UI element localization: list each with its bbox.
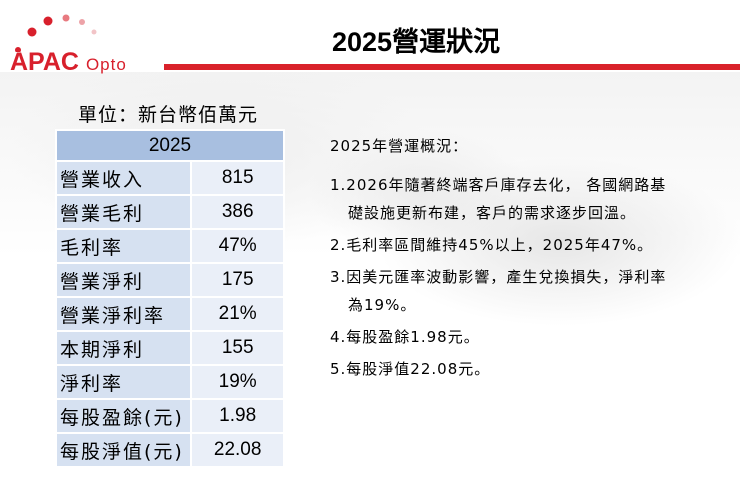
year-header: 2025 xyxy=(55,129,285,162)
row-label: 每股淨值(元) xyxy=(54,432,193,468)
logo-wordmark: APAC Opto xyxy=(10,48,127,77)
table-header-row: 2025 xyxy=(55,129,285,162)
table-row: 毛利率 47% xyxy=(54,228,285,264)
row-value: 1.98 xyxy=(190,398,285,434)
unit-label: 單位：新台幣佰萬元 xyxy=(78,104,259,126)
row-label: 營業收入 xyxy=(54,160,193,196)
logo-text-sub: Opto xyxy=(85,55,127,74)
summary-item: 5.每股淨值22.08元。 xyxy=(330,355,730,383)
row-value: 19% xyxy=(190,364,285,400)
summary-item-text: 3.因美元匯率波動影響，產生兌換損失，淨利率 xyxy=(330,268,667,286)
summary-item: 2.毛利率區間維持45%以上，2025年47%。 xyxy=(330,231,730,259)
row-value: 47% xyxy=(190,228,285,264)
summary-item: 1.2026年隨著終端客戶庫存去化， 各國網路基 礎設施更新布建，客戶的需求逐步… xyxy=(330,171,730,227)
company-logo: APAC Opto xyxy=(10,12,160,76)
row-value: 175 xyxy=(190,262,285,298)
row-value: 386 xyxy=(190,194,285,230)
table-row: 本期淨利 155 xyxy=(54,330,285,366)
summary-item-continuation: 為19%。 xyxy=(348,296,417,314)
table-row: 營業毛利 386 xyxy=(54,194,285,230)
page-title: 2025營運狀況 xyxy=(332,27,501,57)
table-row: 每股淨值(元) 22.08 xyxy=(54,432,285,468)
summary-item: 4.每股盈餘1.98元。 xyxy=(330,323,730,351)
row-value: 22.08 xyxy=(190,432,285,468)
summary-item-text: 2.毛利率區間維持45%以上，2025年47%。 xyxy=(330,236,654,254)
row-value: 815 xyxy=(190,160,285,196)
row-label: 營業毛利 xyxy=(54,194,193,230)
row-value: 21% xyxy=(190,296,285,332)
logo-dots-icon xyxy=(15,14,97,52)
row-label: 淨利率 xyxy=(54,364,193,400)
row-label: 每股盈餘(元) xyxy=(54,398,193,434)
row-label: 營業淨利 xyxy=(54,262,193,298)
row-label: 本期淨利 xyxy=(54,330,193,366)
table-row: 每股盈餘(元) 1.98 xyxy=(54,398,285,434)
title-divider xyxy=(164,64,740,70)
logo-text-main: APAC xyxy=(10,48,79,76)
summary-item: 3.因美元匯率波動影響，產生兌換損失，淨利率 為19%。 xyxy=(330,263,730,319)
row-label: 營業淨利率 xyxy=(54,296,193,332)
summary-heading: 2025年營運概況： xyxy=(330,137,469,155)
table-row: 淨利率 19% xyxy=(54,364,285,400)
financial-table: 2025 營業收入 815 營業毛利 386 毛利率 47% 營業淨利 175 … xyxy=(54,129,285,468)
summary-item-text: 5.每股淨值22.08元。 xyxy=(330,360,491,378)
summary-item-continuation: 礎設施更新布建，客戶的需求逐步回溫。 xyxy=(348,204,637,222)
table-row: 營業淨利率 21% xyxy=(54,296,285,332)
row-value: 155 xyxy=(190,330,285,366)
summary-item-text: 1.2026年隨著終端客戶庫存去化， 各國網路基 xyxy=(330,176,667,194)
row-label: 毛利率 xyxy=(54,228,193,264)
table-row: 營業淨利 175 xyxy=(54,262,285,298)
table-row: 營業收入 815 xyxy=(54,160,285,196)
summary-item-text: 4.每股盈餘1.98元。 xyxy=(330,328,480,346)
summary-section: 2025年營運概況： 1.2026年隨著終端客戶庫存去化， 各國網路基 礎設施更… xyxy=(330,135,730,387)
